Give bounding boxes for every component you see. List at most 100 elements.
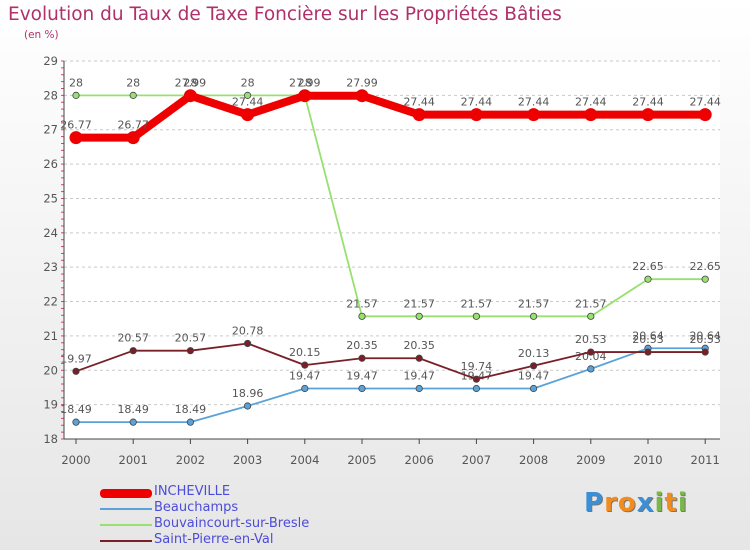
data-label-bouvaincourt-sur-bresle-2007: 21.57 <box>461 297 493 310</box>
legend-label-beauchamps: Beauchamps <box>154 500 239 515</box>
data-point-incheville-2007 <box>469 108 483 122</box>
data-point-incheville-2003 <box>241 108 255 122</box>
x-tick-label-2006: 2006 <box>405 453 434 467</box>
series-line-beauchamps <box>75 347 707 424</box>
logo-letter: i <box>654 488 665 518</box>
data-label-beauchamps-2005: 19.47 <box>346 369 378 382</box>
y-tick-label-18: 18 <box>43 432 58 446</box>
logo-letter: t <box>664 488 678 518</box>
data-label-bouvaincourt-sur-bresle-2005: 21.57 <box>346 297 378 310</box>
x-tick-label-2004: 2004 <box>290 453 319 467</box>
data-label-incheville-2008: 27.44 <box>518 96 550 109</box>
legend-swatch-beauchamps <box>100 508 152 510</box>
data-point-saint-pierre-en-val-2008 <box>529 362 538 370</box>
legend-swatch-saint-pierre-en-val <box>100 540 152 542</box>
data-point-saint-pierre-en-val-2007 <box>472 375 480 383</box>
data-point-incheville-2002 <box>183 89 197 103</box>
data-label-incheville-2003: 27.44 <box>232 96 264 109</box>
data-point-beauchamps-2002 <box>186 418 194 426</box>
data-point-beauchamps-2009 <box>587 365 595 373</box>
data-label-incheville-2010: 27.44 <box>632 96 664 109</box>
series-line-bouvaincourt-sur-bresle <box>75 94 707 318</box>
data-label-incheville-2009: 27.44 <box>575 96 607 109</box>
data-label-beauchamps-2010: 20.64 <box>632 329 664 342</box>
data-label-saint-pierre-en-val-2005: 20.35 <box>346 339 378 352</box>
data-label-saint-pierre-en-val-2002: 20.57 <box>175 332 207 345</box>
data-label-beauchamps-2004: 19.47 <box>289 369 321 382</box>
data-point-beauchamps-2000 <box>72 418 80 426</box>
y-tick-label-24: 24 <box>43 226 58 240</box>
data-point-incheville-2004 <box>298 89 312 103</box>
legend-swatch-incheville <box>100 488 152 498</box>
data-point-saint-pierre-en-val-2003 <box>244 339 252 348</box>
data-point-bouvaincourt-sur-bresle-2001 <box>129 91 137 99</box>
x-tick-label-2009: 2009 <box>576 453 605 467</box>
data-label-incheville-2000: 26.77 <box>60 119 92 132</box>
data-point-saint-pierre-en-val-2010 <box>644 348 652 356</box>
y-tick-label-28: 28 <box>43 88 58 102</box>
data-point-incheville-2009 <box>584 108 598 122</box>
data-label-saint-pierre-en-val-2006: 20.35 <box>403 339 435 352</box>
data-point-bouvaincourt-sur-bresle-2010 <box>644 275 652 283</box>
data-label-incheville-2005: 27.99 <box>346 77 378 90</box>
data-label-beauchamps-2006: 19.47 <box>403 369 435 382</box>
x-tick-label-2000: 2000 <box>61 453 90 467</box>
data-point-incheville-2008 <box>527 108 541 122</box>
data-label-incheville-2004: 27.99 <box>289 77 321 90</box>
data-point-beauchamps-2006 <box>415 384 423 393</box>
data-label-saint-pierre-en-val-2011: 20.53 <box>689 333 721 346</box>
x-tick-label-2007: 2007 <box>462 453 491 467</box>
data-label-incheville-2002: 27.99 <box>175 77 207 90</box>
legend-label-incheville: INCHEVILLE <box>154 484 231 499</box>
y-tick-label-25: 25 <box>43 191 58 205</box>
y-tick-label-26: 26 <box>43 157 58 171</box>
data-point-saint-pierre-en-val-2009 <box>587 348 595 356</box>
data-point-incheville-2010 <box>641 108 655 122</box>
logo-letter: i <box>677 488 688 518</box>
data-label-bouvaincourt-sur-bresle-2006: 21.57 <box>403 297 435 310</box>
data-point-saint-pierre-en-val-2004 <box>301 361 309 369</box>
data-label-beauchamps-2003: 18.96 <box>232 387 264 400</box>
data-point-incheville-2011 <box>698 108 712 122</box>
x-tick-label-2003: 2003 <box>233 453 262 467</box>
data-label-saint-pierre-en-val-2003: 20.78 <box>232 324 264 337</box>
data-point-saint-pierre-en-val-2002 <box>186 347 194 355</box>
data-point-bouvaincourt-sur-bresle-2005 <box>358 312 366 320</box>
data-label-beauchamps-2002: 18.49 <box>175 403 207 416</box>
data-label-bouvaincourt-sur-bresle-2001: 28 <box>126 76 140 89</box>
data-label-bouvaincourt-sur-bresle-2004: 28 <box>298 76 312 89</box>
y-tick-label-22: 22 <box>43 295 58 309</box>
x-tick-label-2002: 2002 <box>176 453 205 467</box>
data-point-beauchamps-2004 <box>301 384 309 393</box>
data-point-bouvaincourt-sur-bresle-2009 <box>587 312 595 320</box>
logo-letter: o <box>617 488 637 518</box>
x-tick-label-2008: 2008 <box>519 453 548 467</box>
y-tick-label-20: 20 <box>43 363 58 377</box>
line-chart: 18 19 20 21 22 23 24 25 26 27 28 29 2000 2001 2002 2003… <box>43 54 721 467</box>
data-label-incheville-2007: 27.44 <box>461 96 493 109</box>
data-label-saint-pierre-en-val-2001: 20.57 <box>117 332 149 345</box>
plot-area <box>64 61 720 439</box>
data-label-saint-pierre-en-val-2000: 19.97 <box>60 352 92 365</box>
x-tick-label-2011: 2011 <box>691 453 720 467</box>
y-tick-label-21: 21 <box>43 329 58 343</box>
y-tick-label-29: 29 <box>43 54 58 68</box>
data-point-bouvaincourt-sur-bresle-2003 <box>244 91 252 99</box>
x-tick-label-2001: 2001 <box>119 453 148 467</box>
data-label-saint-pierre-en-val-2004: 20.15 <box>289 346 321 359</box>
data-label-beauchamps-2001: 18.49 <box>117 403 149 416</box>
data-label-saint-pierre-en-val-2008: 20.13 <box>518 347 550 360</box>
y-tick-label-27: 27 <box>43 123 58 137</box>
data-label-saint-pierre-en-val-2009: 20.53 <box>575 333 607 346</box>
legend-label-bouvaincourt-sur-bresle: Bouvaincourt-sur-Bresle <box>154 516 310 531</box>
data-point-saint-pierre-en-val-2005 <box>358 354 366 362</box>
data-point-saint-pierre-en-val-2011 <box>701 348 709 356</box>
series-line-incheville <box>72 91 710 142</box>
data-point-bouvaincourt-sur-bresle-2000 <box>72 91 80 99</box>
data-label-bouvaincourt-sur-bresle-2008: 21.57 <box>518 297 550 310</box>
data-point-bouvaincourt-sur-bresle-2011 <box>701 275 709 283</box>
data-label-beauchamps-2000: 18.49 <box>60 403 92 416</box>
y-tick-label-19: 19 <box>43 398 58 412</box>
logo-letter: P <box>584 488 605 518</box>
data-label-bouvaincourt-sur-bresle-2010: 22.65 <box>632 260 664 273</box>
